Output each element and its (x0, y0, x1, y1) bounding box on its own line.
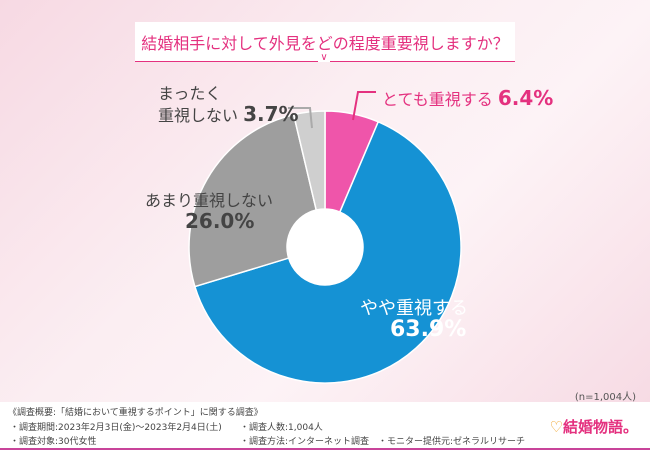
chevron-down-icon: ∨ (318, 53, 330, 63)
value-not-much: 26.0% (185, 209, 255, 233)
label-text: まったく (158, 84, 222, 103)
label-text: 重視しない (158, 106, 239, 125)
survey-overview: 《調査概要:「結婚において重視するポイント」に関する調査》 (8, 408, 263, 418)
value-somewhat: 63.9% (390, 317, 467, 342)
label-text: あまり重視しない (145, 191, 274, 210)
survey-target: ・調査対象:30代女性 (10, 437, 97, 447)
footer: 《調査概要:「結婚において重視するポイント」に関する調査》 ・調査期間:2023… (0, 402, 650, 450)
donut-hole (287, 209, 363, 285)
label-text: やや重視する (360, 298, 468, 319)
value-very: 6.4% (497, 86, 554, 110)
label-very: とても重視する 6.4% (382, 88, 553, 110)
leader-line-1 (288, 107, 313, 129)
survey-period: ・調査期間:2023年2月3日(金)〜2023年2月4日(土) (10, 423, 222, 433)
value-not-at-all: 3.7% (243, 102, 299, 126)
label-somewhat: やや重視する 63.9% (360, 298, 468, 342)
leader-line-0 (352, 91, 376, 121)
label-not-much: あまり重視しない 26.0% (145, 190, 273, 232)
survey-method: ・調査方法:インターネット調査 (240, 437, 370, 447)
logo-text: 結婚物語。 (562, 418, 638, 436)
brand-logo: ♡結婚物語。 (550, 416, 638, 437)
label-not-at-all: まったく 重視しない 3.7% (158, 83, 299, 126)
label-text: とても重視する (382, 90, 493, 109)
slice-2 (188, 113, 318, 288)
monitor-provider: ・モニター提供元:ゼネラルリサーチ (378, 437, 526, 447)
sample-size: (n=1,004人) (574, 392, 636, 403)
survey-count: ・調査人数:1,004人 (240, 423, 323, 433)
heart-logo-icon: ♡ (549, 418, 563, 436)
